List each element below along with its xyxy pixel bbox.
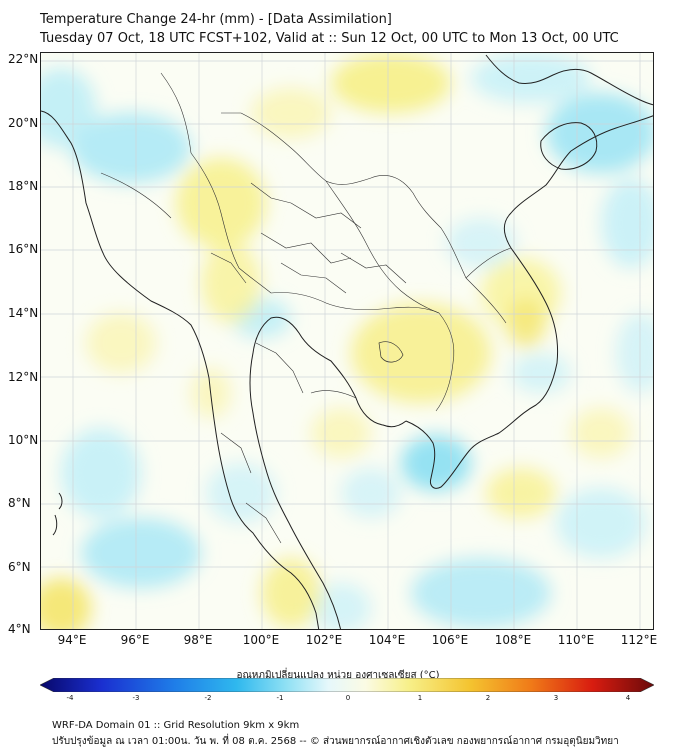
lat-label-8n: 8°N bbox=[8, 496, 31, 510]
colorbar-tick-1: 1 bbox=[417, 694, 423, 702]
lon-label-94e: 94°E bbox=[57, 633, 87, 647]
colorbar-tick-4: 4 bbox=[625, 694, 631, 702]
lon-label-112e: 112°E bbox=[620, 633, 658, 647]
colorbar-tick-minus1: -1 bbox=[276, 694, 284, 702]
colorbar-tick-minus3: -3 bbox=[132, 694, 140, 702]
colorbar-gradient bbox=[40, 678, 654, 692]
lat-label-18n: 18°N bbox=[8, 179, 39, 193]
tonle-sap-lake bbox=[378, 341, 404, 363]
lon-label-100e: 100°E bbox=[242, 633, 280, 647]
lat-label-16n: 16°N bbox=[8, 242, 39, 256]
lon-label-98e: 98°E bbox=[183, 633, 213, 647]
temperature-field bbox=[41, 53, 653, 629]
lon-label-104e: 104°E bbox=[368, 633, 406, 647]
footer-credit: ปรับปรุงข้อมูล ณ เวลา 01:00น. วัน พ. ที่… bbox=[52, 736, 619, 747]
lat-label-14n: 14°N bbox=[8, 306, 39, 320]
colorbar-tick-0: 0 bbox=[345, 694, 351, 702]
lat-label-22n: 22°N bbox=[8, 52, 39, 66]
colorbar-tick-minus4: -4 bbox=[66, 694, 74, 702]
admin-boundaries bbox=[100, 72, 512, 544]
lat-label-12n: 12°N bbox=[8, 370, 39, 384]
temperature-map bbox=[40, 52, 654, 630]
lon-label-110e: 110°E bbox=[557, 633, 595, 647]
lat-label-4n: 4°N bbox=[8, 622, 31, 636]
lat-label-6n: 6°N bbox=[8, 560, 31, 574]
colorbar-tick-3: 3 bbox=[553, 694, 559, 702]
lat-label-20n: 20°N bbox=[8, 116, 39, 130]
lon-label-108e: 108°E bbox=[494, 633, 532, 647]
map-subtitle: Tuesday 07 Oct, 18 UTC FCST+102, Valid a… bbox=[40, 31, 619, 46]
lat-label-10n: 10°N bbox=[8, 433, 39, 447]
lon-label-96e: 96°E bbox=[120, 633, 150, 647]
colorbar-label: อุณหภูมิเปลี่ยนแปลง หน่วย องศาเซลเซียส (… bbox=[236, 670, 440, 681]
colorbar bbox=[40, 678, 654, 692]
footer-model-info: WRF-DA Domain 01 :: Grid Resolution 9km … bbox=[52, 720, 300, 731]
lon-label-102e: 102°E bbox=[305, 633, 343, 647]
colorbar-tick-minus2: -2 bbox=[204, 694, 212, 702]
map-title: Temperature Change 24-hr (mm) - [Data As… bbox=[40, 12, 392, 27]
colorbar-tick-2: 2 bbox=[485, 694, 491, 702]
coastlines bbox=[41, 54, 653, 629]
lon-label-106e: 106°E bbox=[431, 633, 469, 647]
map-canvas bbox=[41, 53, 653, 629]
